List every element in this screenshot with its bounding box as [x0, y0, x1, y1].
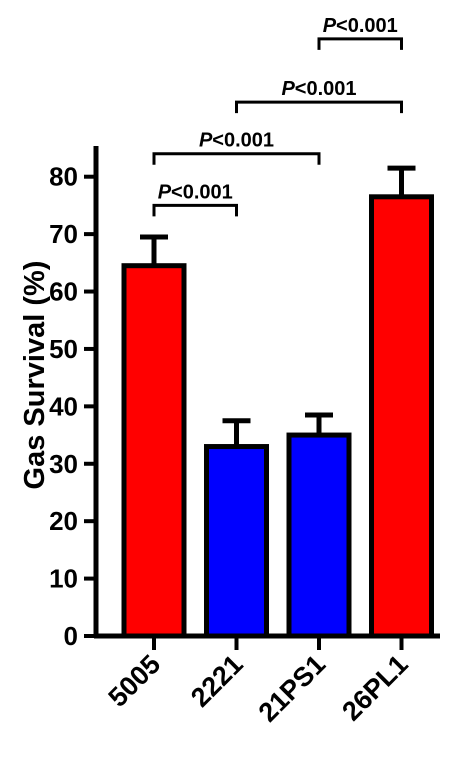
x-tick-label: 5005 [103, 649, 167, 713]
p-symbol: P [199, 130, 213, 152]
x-tick-label: 2221 [185, 649, 249, 713]
y-tick-label: 50 [49, 334, 78, 364]
y-tick-label: 0 [64, 621, 78, 651]
bar-5005 [121, 263, 187, 639]
y-tick-label: 10 [49, 564, 78, 594]
p-symbol: P [158, 181, 172, 203]
significance-bracket [317, 37, 403, 50]
p-value: <0.001 [295, 78, 357, 100]
p-symbol: P [323, 15, 337, 37]
y-axis-label: Gas Survival (%) [19, 261, 51, 490]
bar-2221 [204, 444, 269, 639]
y-tick-label: 60 [49, 277, 78, 307]
y-tick-label: 30 [49, 449, 78, 479]
x-tick-label: 21PS1 [253, 649, 332, 728]
significance-bracket [235, 100, 403, 114]
bar-26PL1 [369, 194, 434, 639]
significance-label: P<0.001 [323, 15, 398, 37]
significance-label: P<0.001 [158, 181, 233, 203]
y-tick-label: 70 [49, 219, 78, 249]
bar-21PS1 [286, 432, 352, 639]
significance-bracket [152, 152, 321, 165]
y-tick-label: 80 [49, 162, 78, 192]
p-value: <0.001 [336, 15, 398, 37]
significance-label: P<0.001 [281, 78, 356, 100]
x-tick-label: 26PL1 [336, 649, 413, 726]
significance-bracket [152, 203, 238, 217]
significance-label: P<0.001 [199, 130, 274, 152]
y-tick-label: 20 [49, 506, 78, 536]
p-value: <0.001 [212, 130, 274, 152]
p-symbol: P [281, 78, 295, 100]
y-tick-label: 40 [49, 391, 78, 421]
p-value: <0.001 [171, 181, 233, 203]
bars [121, 165, 434, 639]
